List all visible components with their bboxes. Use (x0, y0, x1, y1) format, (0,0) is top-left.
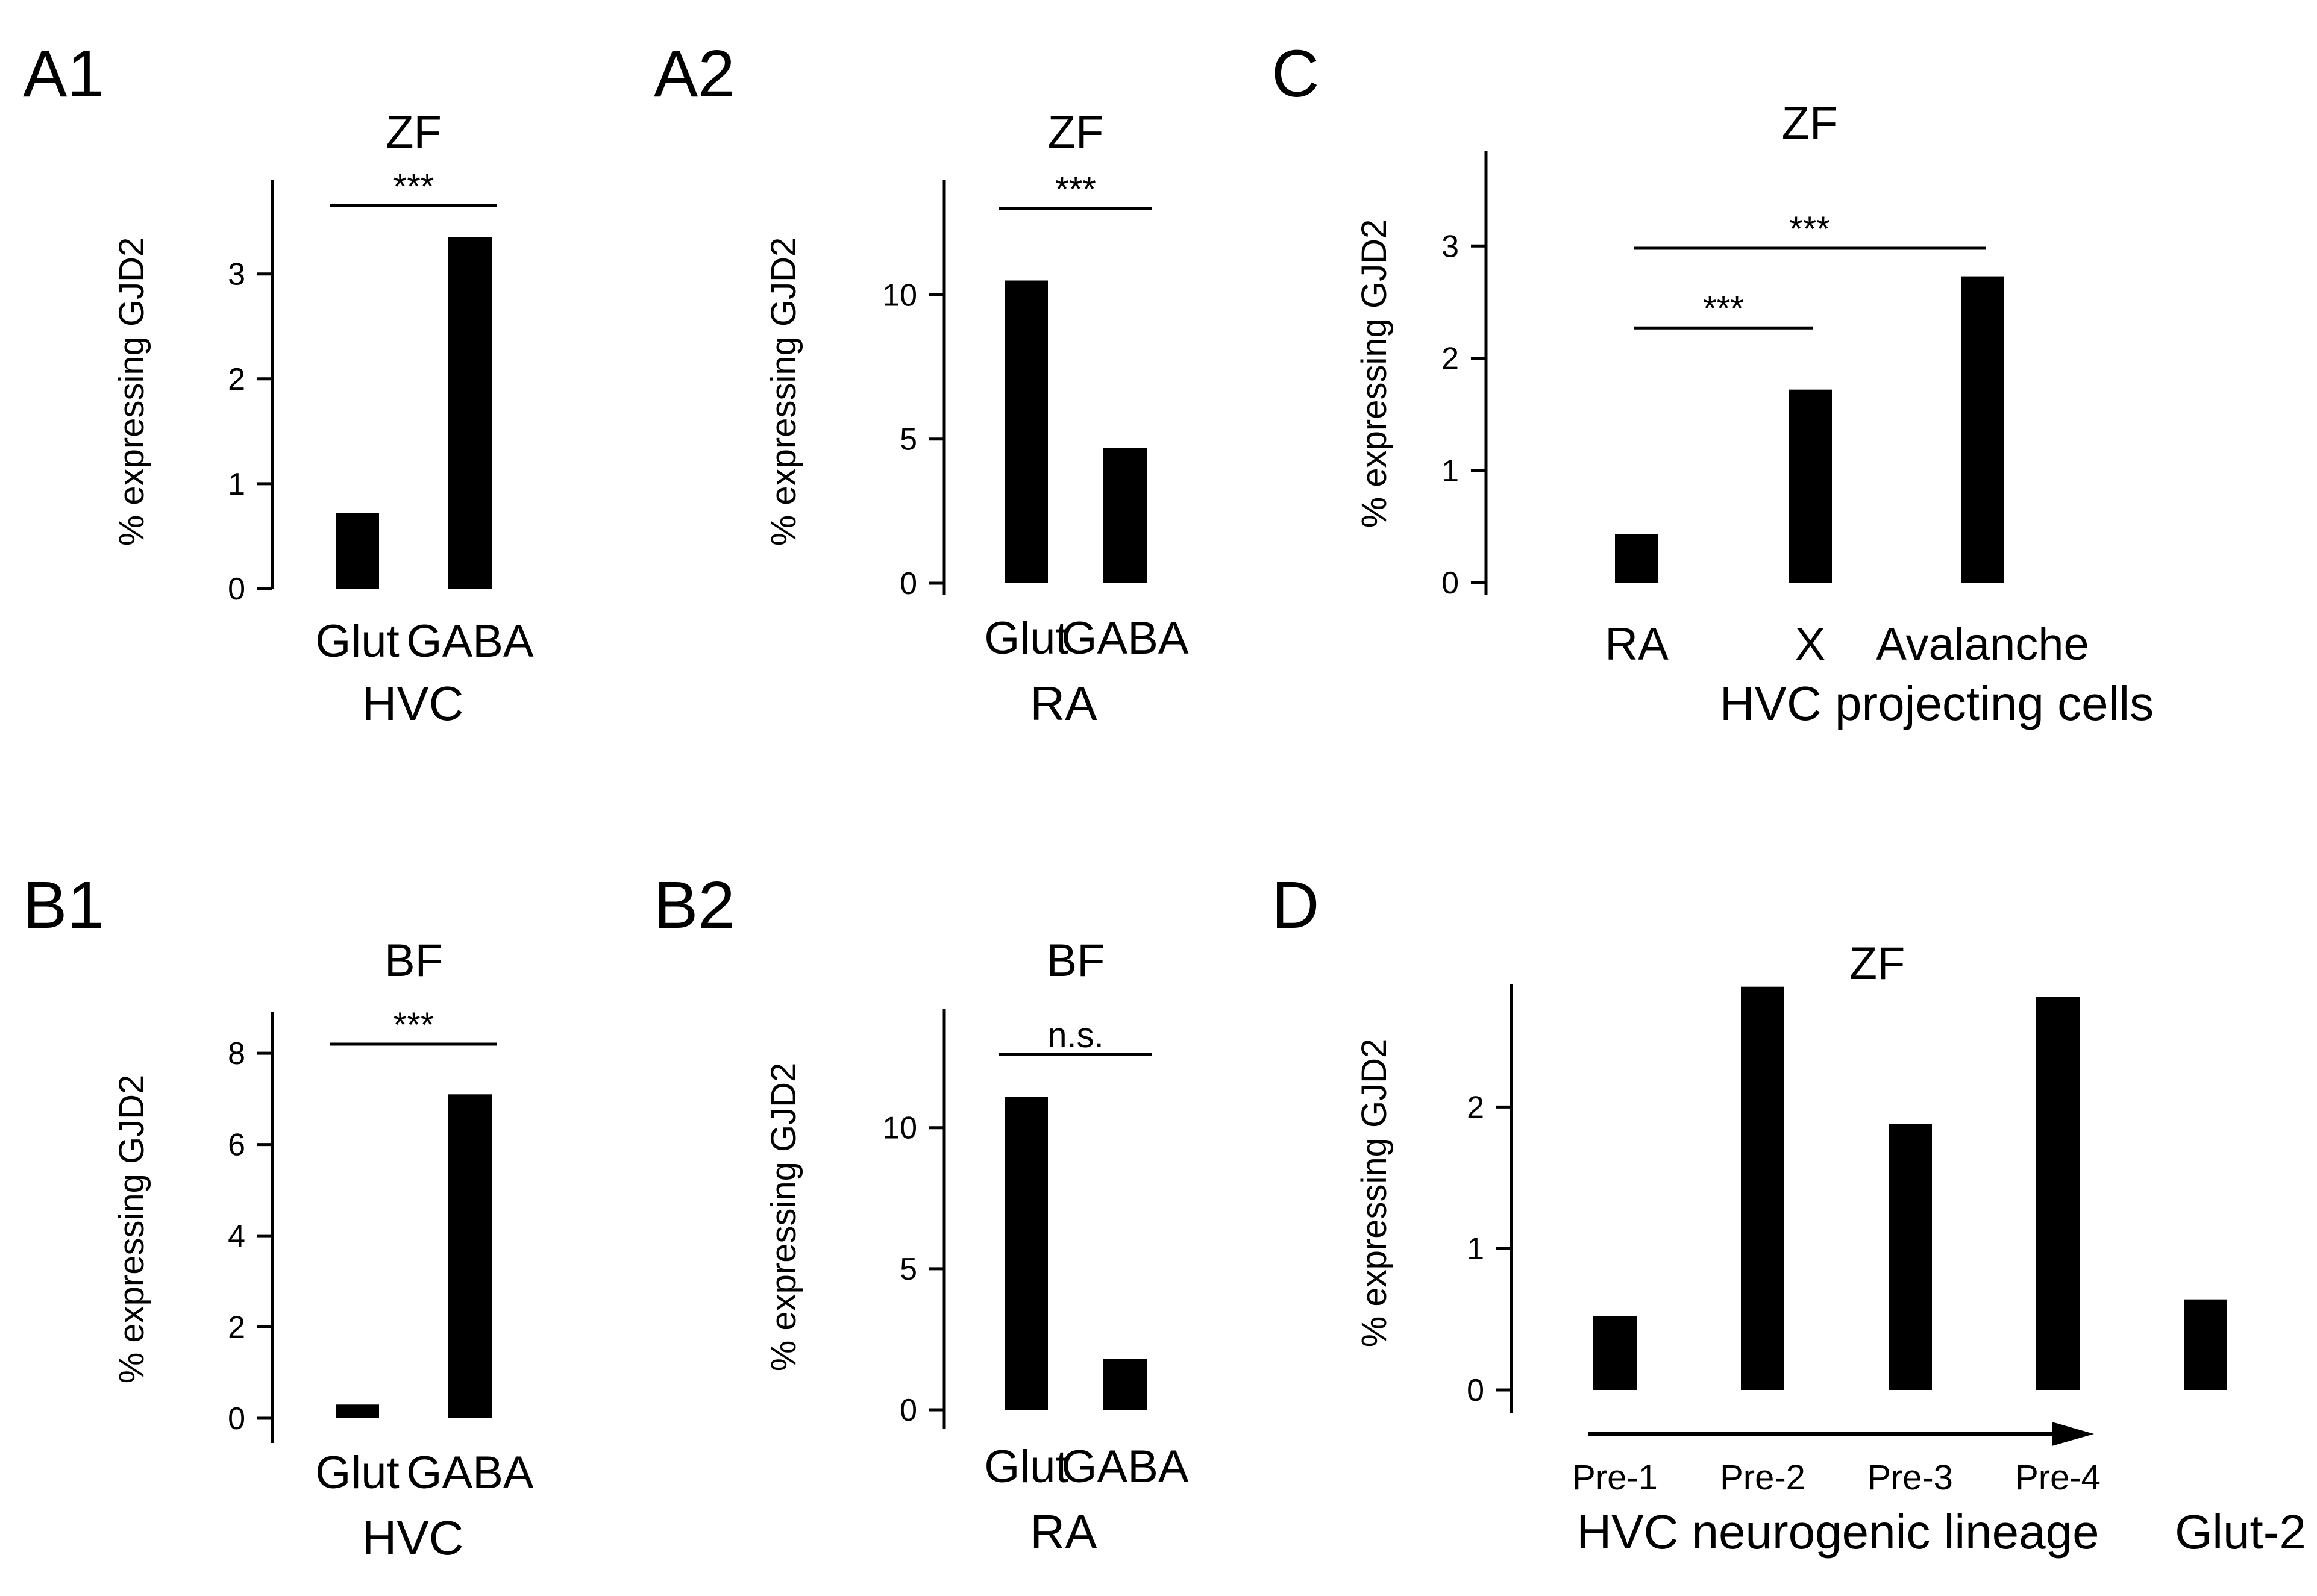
y-axis-label-D: % expressing GJD2 (1355, 1039, 1394, 1348)
significance-label-C: *** (1789, 210, 1830, 249)
x-category-label-C: X (1795, 619, 1826, 670)
bar-C-Avalanche (1961, 276, 2004, 583)
x-category-label-B2: Glut (984, 1441, 1068, 1492)
chart-title-A1: ZF (386, 107, 442, 158)
y-axis-label-B2: % expressing GJD2 (764, 1063, 803, 1372)
x-category-label-D: Pre-4 (2015, 1458, 2101, 1497)
y-tick-label-A2: 5 (900, 422, 917, 457)
y-tick-label-A1: 0 (228, 572, 245, 607)
y-axis-label-B1: % expressing GJD2 (112, 1075, 151, 1384)
significance-label-C: *** (1703, 289, 1744, 328)
x-category-label-C: RA (1605, 619, 1669, 670)
x-axis-label-D: HVC neurogenic lineage (1576, 1505, 2099, 1559)
bar-D-Glut-2 (2184, 1299, 2227, 1390)
y-tick-label-A1: 1 (228, 467, 245, 502)
y-tick-label-D: 1 (1467, 1231, 1484, 1266)
bar-B1-Glut (336, 1404, 379, 1418)
x-category-label-B1: Glut (315, 1447, 399, 1498)
bar-A1-Glut (336, 513, 379, 589)
bar-B2-Glut (1005, 1097, 1048, 1410)
significance-label-A1: *** (393, 167, 434, 207)
lineage-arrow-head (2052, 1422, 2094, 1446)
y-tick-label-D: 2 (1467, 1090, 1484, 1125)
bar-D-Pre-3 (1889, 1124, 1932, 1390)
bar-A1-GABA (448, 237, 492, 589)
panel-label-D: D (1271, 868, 1319, 942)
bar-D-Pre-1 (1593, 1316, 1637, 1390)
panel-label-B1: B1 (23, 868, 104, 942)
y-tick-label-C: 3 (1441, 229, 1459, 264)
panel-label-B2: B2 (654, 868, 735, 942)
bar-D-Pre-4 (2036, 997, 2080, 1390)
y-tick-label-A2: 10 (882, 278, 917, 313)
y-tick-label-B1: 6 (228, 1128, 245, 1163)
x-axis-label-C: HVC projecting cells (1720, 677, 2154, 730)
chart-title-D: ZF (1849, 938, 1905, 989)
y-tick-label-C: 1 (1441, 454, 1459, 489)
y-tick-label-B2: 10 (882, 1111, 917, 1146)
x-axis-label-A2: RA (1030, 677, 1097, 730)
y-tick-label-B2: 5 (900, 1252, 917, 1287)
y-axis-label-C: % expressing GJD2 (1355, 219, 1394, 528)
x-category-label-C: Avalanche (1876, 619, 2089, 670)
x-axis-label-B2: RA (1030, 1505, 1097, 1559)
bar-C-RA (1615, 534, 1658, 583)
chart-title-B2: BF (1046, 935, 1105, 986)
panel-label-A1: A1 (23, 37, 104, 111)
chart-title-A2: ZF (1048, 107, 1104, 158)
x-category-label-D: Pre-2 (1720, 1458, 1805, 1497)
panel-label-C: C (1271, 37, 1319, 111)
y-axis-label-A1: % expressing GJD2 (112, 237, 151, 546)
y-axis-label-A2: % expressing GJD2 (764, 237, 803, 546)
y-tick-label-A1: 3 (228, 257, 245, 292)
chart-title-B1: BF (384, 935, 443, 986)
bar-B1-GABA (448, 1094, 492, 1418)
y-tick-label-C: 2 (1441, 342, 1459, 377)
x-category-label-A1: Glut (315, 616, 399, 667)
y-tick-label-A1: 2 (228, 362, 245, 397)
significance-label-B1: *** (393, 1006, 434, 1045)
x-category-label-D: Pre-3 (1867, 1458, 1953, 1497)
y-tick-label-B2: 0 (900, 1393, 917, 1428)
chart-title-C: ZF (1782, 98, 1838, 149)
y-tick-label-C: 0 (1441, 566, 1459, 601)
significance-label-A2: *** (1055, 170, 1096, 209)
bar-C-X (1789, 389, 1832, 583)
significance-label-B2: n.s. (1047, 1016, 1104, 1055)
x-category-label-D-glut2: Glut-2 (2175, 1505, 2306, 1559)
x-axis-label-B1: HVC (362, 1511, 464, 1565)
x-category-label-A2: Glut (984, 613, 1068, 664)
y-tick-label-B1: 4 (228, 1219, 245, 1254)
bar-B2-GABA (1103, 1359, 1147, 1410)
x-category-label-B2: GABA (1061, 1441, 1188, 1492)
bar-A2-Glut (1005, 280, 1048, 583)
x-axis-label-A1: HVC (362, 677, 464, 730)
y-tick-label-B1: 2 (228, 1310, 245, 1345)
x-category-label-A1: GABA (406, 616, 533, 667)
x-category-label-B1: GABA (406, 1447, 533, 1498)
x-category-label-D: Pre-1 (1572, 1458, 1658, 1497)
x-category-label-A2: GABA (1061, 613, 1188, 664)
y-tick-label-D: 0 (1467, 1373, 1484, 1408)
bar-D-Pre-2 (1741, 986, 1784, 1390)
panel-label-A2: A2 (654, 37, 735, 111)
bar-A2-GABA (1103, 448, 1147, 583)
y-tick-label-A2: 0 (900, 566, 917, 601)
y-tick-label-B1: 0 (228, 1401, 245, 1436)
y-tick-label-B1: 8 (228, 1036, 245, 1071)
